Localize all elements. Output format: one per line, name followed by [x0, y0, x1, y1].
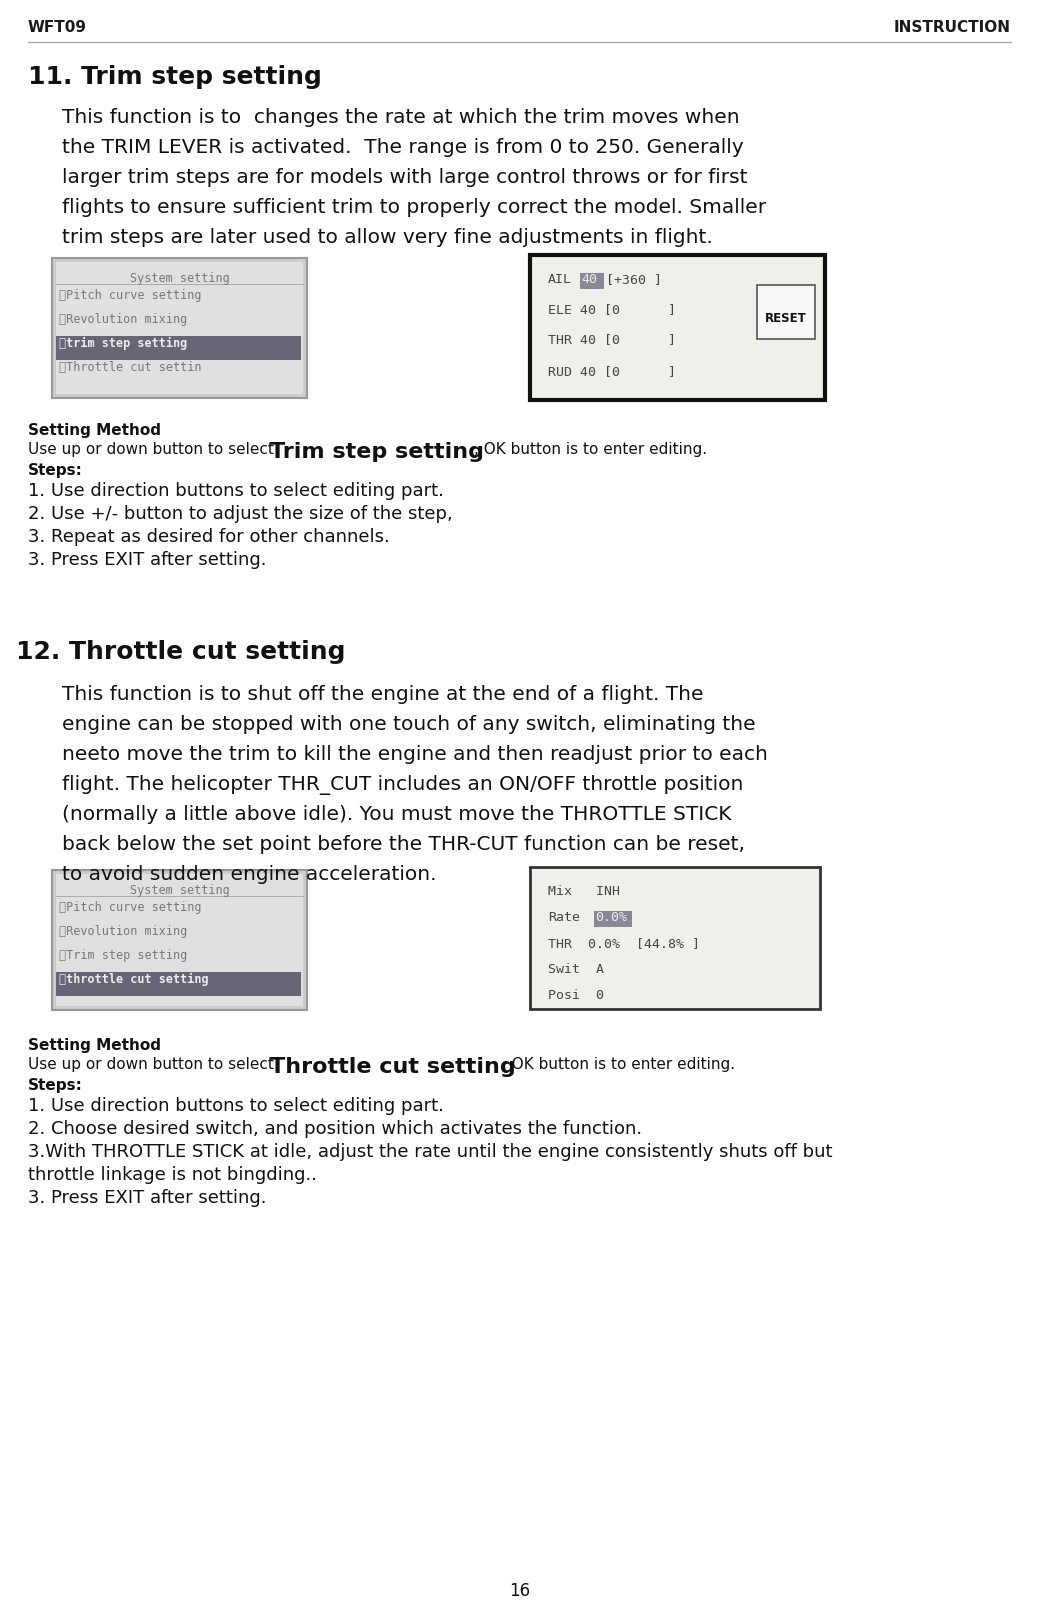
Text: Setting Method: Setting Method	[28, 422, 161, 438]
Text: Rate: Rate	[548, 911, 580, 924]
Text: 1. Use direction buttons to select editing part.: 1. Use direction buttons to select editi…	[28, 482, 444, 500]
Text: 3. Press EXIT after setting.: 3. Press EXIT after setting.	[28, 1190, 266, 1207]
Text: ➒Throttle cut settin: ➒Throttle cut settin	[59, 361, 202, 374]
Text: ➑Trim step setting: ➑Trim step setting	[59, 949, 187, 962]
Text: 0.0%: 0.0%	[595, 911, 627, 924]
Text: 12. Throttle cut setting: 12. Throttle cut setting	[16, 640, 346, 664]
Text: WFT09: WFT09	[28, 19, 87, 35]
Text: THR 40 [0: THR 40 [0	[548, 334, 620, 347]
Bar	[56, 335, 301, 359]
Text: ⓟRevolution mixing: ⓟRevolution mixing	[59, 925, 187, 938]
Text: ]: ]	[668, 303, 676, 316]
Text: larger trim steps are for models with large control throws or for first: larger trim steps are for models with la…	[62, 168, 747, 187]
Bar	[580, 272, 604, 289]
Text: INSTRUCTION: INSTRUCTION	[894, 19, 1011, 35]
Text: Use up or down button to select: Use up or down button to select	[28, 442, 278, 456]
Text: 11. Trim step setting: 11. Trim step setting	[28, 64, 322, 89]
Text: ⓟRevolution mixing: ⓟRevolution mixing	[59, 313, 187, 326]
Text: ➑trim step setting: ➑trim step setting	[59, 337, 187, 350]
Bar	[757, 285, 815, 339]
Bar	[52, 258, 307, 398]
Text: ELE 40 [0: ELE 40 [0	[548, 303, 620, 316]
Text: ]: ]	[668, 364, 676, 377]
Text: , OK button is to enter editing.: , OK button is to enter editing.	[474, 442, 708, 456]
Text: This function is to shut off the engine at the end of a flight. The: This function is to shut off the engine …	[62, 685, 703, 704]
Text: System setting: System setting	[130, 883, 230, 896]
Bar	[594, 911, 632, 927]
Text: 1. Use direction buttons to select editing part.: 1. Use direction buttons to select editi…	[28, 1098, 444, 1116]
Text: Setting Method: Setting Method	[28, 1038, 161, 1053]
Text: Steps:: Steps:	[28, 463, 83, 479]
Text: 3. Repeat as desired for other channels.: 3. Repeat as desired for other channels.	[28, 529, 390, 546]
Text: Swit  A: Swit A	[548, 962, 604, 975]
Text: AIL: AIL	[548, 272, 572, 285]
Text: RESET: RESET	[765, 313, 807, 326]
Text: ➒throttle cut setting: ➒throttle cut setting	[59, 974, 209, 987]
Text: back below the set point before the THR-CUT function can be reset,: back below the set point before the THR-…	[62, 835, 745, 854]
Text: 2. Use +/- button to adjust the size of the step,: 2. Use +/- button to adjust the size of …	[28, 505, 453, 522]
Text: Use up or down button to select: Use up or down button to select	[28, 1057, 278, 1072]
Text: This function is to  changes the rate at which the trim moves when: This function is to changes the rate at …	[62, 108, 740, 127]
Bar	[530, 255, 825, 400]
Text: ➉Pitch curve setting: ➉Pitch curve setting	[59, 289, 202, 301]
Text: , OK button is to enter editing.: , OK button is to enter editing.	[502, 1057, 736, 1072]
Bar	[530, 867, 820, 1009]
Text: the TRIM LEVER is activated.  The range is from 0 to 250. Generally: the TRIM LEVER is activated. The range i…	[62, 139, 744, 156]
Text: engine can be stopped with one touch of any switch, eliminating the: engine can be stopped with one touch of …	[62, 716, 755, 733]
Text: 3.With THROTTLE STICK at idle, adjust the rate until the engine consistently shu: 3.With THROTTLE STICK at idle, adjust th…	[28, 1143, 832, 1161]
Text: Mix   INH: Mix INH	[548, 885, 620, 898]
Text: RUD 40 [0: RUD 40 [0	[548, 364, 620, 377]
Text: throttle linkage is not bingding..: throttle linkage is not bingding..	[28, 1165, 317, 1183]
Text: Trim step setting: Trim step setting	[270, 442, 484, 463]
Text: ➉Pitch curve setting: ➉Pitch curve setting	[59, 901, 202, 914]
Text: ]: ]	[668, 334, 676, 347]
Bar	[56, 263, 303, 393]
Bar	[52, 870, 307, 1011]
Text: Throttle cut setting: Throttle cut setting	[270, 1057, 515, 1077]
Bar	[56, 972, 301, 996]
Text: [+360 ]: [+360 ]	[606, 272, 662, 285]
Text: flight. The helicopter THR_CUT includes an ON/OFF throttle position: flight. The helicopter THR_CUT includes …	[62, 775, 743, 795]
Text: (normally a little above idle). You must move the THROTTLE STICK: (normally a little above idle). You must…	[62, 804, 731, 824]
Text: 16: 16	[509, 1581, 530, 1601]
Text: THR  0.0%  [44.8% ]: THR 0.0% [44.8% ]	[548, 937, 700, 949]
Text: Steps:: Steps:	[28, 1078, 83, 1093]
Text: 2. Choose desired switch, and position which activates the function.: 2. Choose desired switch, and position w…	[28, 1120, 642, 1138]
Text: flights to ensure sufficient trim to properly correct the model. Smaller: flights to ensure sufficient trim to pro…	[62, 198, 766, 218]
Text: Posi  0: Posi 0	[548, 990, 604, 1003]
Text: 3. Press EXIT after setting.: 3. Press EXIT after setting.	[28, 551, 266, 569]
Text: trim steps are later used to allow very fine adjustments in flight.: trim steps are later used to allow very …	[62, 227, 713, 247]
Text: 40: 40	[581, 272, 597, 285]
Text: neeto move the trim to kill the engine and then readjust prior to each: neeto move the trim to kill the engine a…	[62, 745, 768, 764]
Bar	[56, 874, 303, 1006]
Text: System setting: System setting	[130, 272, 230, 285]
Text: to avoid sudden engine acceleration.: to avoid sudden engine acceleration.	[62, 866, 436, 883]
